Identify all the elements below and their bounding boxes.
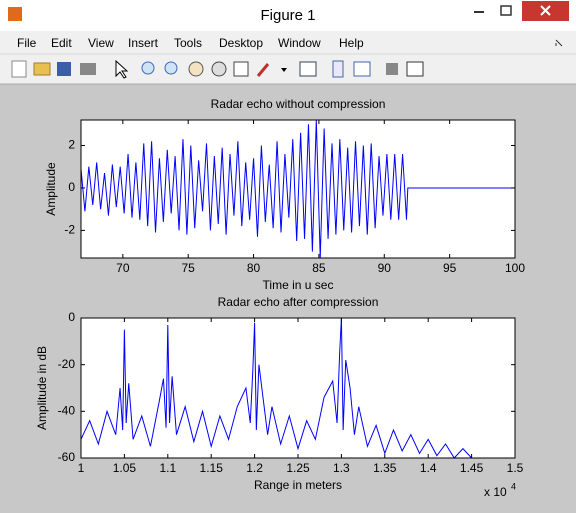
pan-icon[interactable] — [188, 61, 204, 77]
signal-line — [80, 119, 515, 259]
menu-item[interactable]: File — [17, 36, 37, 50]
show-tools-icon[interactable] — [406, 61, 424, 77]
toolbar — [11, 59, 424, 79]
x-tick-label: 1.15 — [200, 461, 224, 475]
rotate-icon[interactable] — [211, 61, 227, 77]
save-icon[interactable] — [57, 62, 71, 76]
x-multiplier: x 10 — [484, 485, 507, 499]
menu-item[interactable]: View — [88, 36, 114, 50]
y-axis-label: Amplitude — [44, 162, 58, 216]
pointer-icon[interactable] — [115, 59, 129, 79]
y-axis-label: Amplitude in dB — [35, 346, 49, 430]
x-tick-label: 1 — [78, 461, 85, 475]
x-tick-label: 1.25 — [286, 461, 310, 475]
window-title: Figure 1 — [260, 7, 315, 24]
x-tick-label: 70 — [116, 261, 130, 275]
chart-title: Radar echo without compression — [211, 97, 386, 111]
datacursor-icon[interactable] — [233, 61, 249, 77]
x-tick-label: 1.3 — [333, 461, 350, 475]
dock-icon[interactable] — [555, 39, 563, 47]
new-icon[interactable] — [11, 60, 27, 78]
signal-line — [80, 317, 472, 459]
x-tick-label: 1.05 — [113, 461, 137, 475]
close-button[interactable] — [522, 1, 569, 21]
x-tick-label: 95 — [443, 261, 457, 275]
zoom-out-icon[interactable] — [164, 61, 178, 75]
y-tick-label: -2 — [64, 223, 75, 237]
x-multiplier-exponent: 4 — [511, 481, 516, 491]
app-icon — [8, 7, 22, 21]
x-tick-label: 100 — [505, 261, 525, 275]
x-tick-label: 1.5 — [507, 461, 524, 475]
y-tick-label: -60 — [58, 450, 76, 464]
brush-icon[interactable] — [256, 63, 270, 77]
x-tick-label: 1.45 — [460, 461, 484, 475]
brush-dropdown[interactable] — [281, 68, 287, 72]
y-tick-label: 2 — [68, 138, 75, 152]
x-tick-label: 1.35 — [373, 461, 397, 475]
y-tick-label: 0 — [68, 310, 75, 324]
x-tick-label: 1.2 — [246, 461, 263, 475]
menu-item[interactable]: Help — [339, 36, 364, 50]
maximize-button[interactable] — [493, 1, 519, 21]
x-tick-label: 1.1 — [159, 461, 176, 475]
menu-item[interactable]: Tools — [174, 36, 202, 50]
x-tick-label: 80 — [247, 261, 261, 275]
y-tick-label: -20 — [58, 357, 76, 371]
menu-item[interactable]: Edit — [51, 36, 72, 50]
x-axis-label: Time in u sec — [263, 278, 334, 292]
menu-item[interactable]: Desktop — [219, 36, 263, 50]
open-icon[interactable] — [33, 62, 51, 76]
zoom-in-icon[interactable] — [141, 61, 155, 75]
legend-icon[interactable] — [353, 61, 371, 77]
hide-tools-icon[interactable] — [386, 63, 398, 75]
minimize-button[interactable] — [466, 1, 492, 21]
y-tick-label: 0 — [68, 180, 75, 194]
menu-item[interactable]: Window — [278, 36, 321, 50]
menu-bar: File Edit View Insert Tools Desktop Window Help — [17, 36, 364, 50]
axes-bg — [81, 318, 515, 458]
y-tick-label: -40 — [58, 404, 76, 418]
x-tick-label: 1.4 — [420, 461, 437, 475]
axes-frame — [80, 119, 516, 259]
x-tick-label: 85 — [312, 261, 326, 275]
x-axis-label: Range in meters — [254, 478, 342, 492]
menu-item[interactable]: Insert — [128, 36, 159, 50]
print-icon[interactable] — [80, 63, 96, 75]
link-icon[interactable] — [299, 61, 317, 77]
x-tick-label: 75 — [182, 261, 196, 275]
colorbar-icon[interactable] — [332, 60, 344, 78]
x-tick-label: 90 — [378, 261, 392, 275]
chart-title: Radar echo after compression — [218, 295, 379, 309]
